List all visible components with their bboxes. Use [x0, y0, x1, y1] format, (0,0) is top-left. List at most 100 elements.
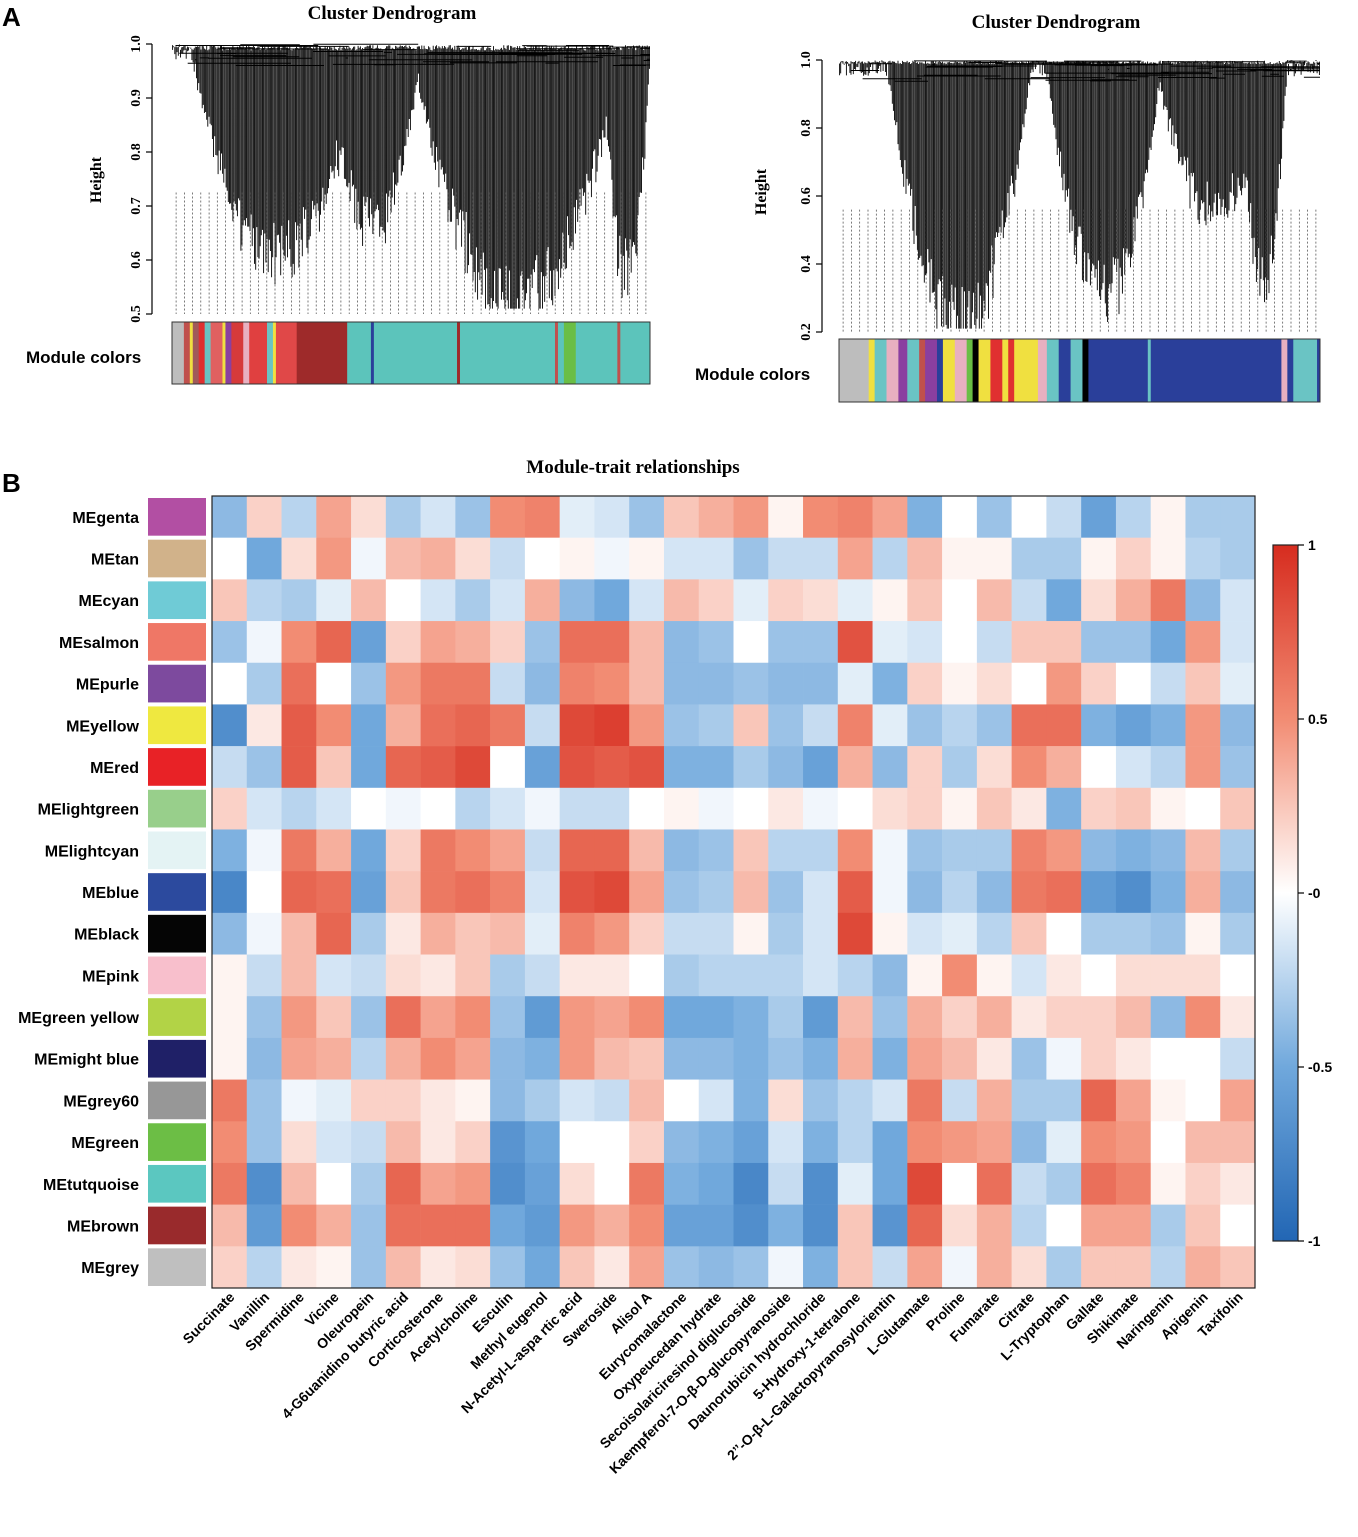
heatmap-cell [316, 621, 352, 664]
heatmap-cell [733, 996, 769, 1039]
heatmap-cell [385, 746, 421, 789]
heatmap-cell [351, 662, 387, 705]
heatmap-cell [907, 662, 943, 705]
dendroR-color-segment [907, 339, 920, 402]
dendroR-color-segment [1088, 339, 1149, 402]
heatmap-cell [246, 704, 282, 747]
heatmap-cell [385, 662, 421, 705]
heatmap-cell [733, 704, 769, 747]
heatmap-cell [594, 912, 630, 955]
heatmap-cell [455, 1037, 491, 1080]
heatmap-cell [663, 496, 700, 538]
heatmap-cell [1185, 829, 1221, 872]
heatmap-cell [316, 829, 352, 872]
heatmap-cell [420, 537, 456, 580]
heatmap-cell [1011, 1246, 1047, 1289]
heatmap-cell [663, 996, 700, 1039]
heatmap-cell [837, 704, 873, 747]
heatmap-cells [212, 496, 1256, 1289]
heatmap-cell [1011, 1162, 1047, 1205]
row-label: MEsalmon [59, 635, 139, 652]
heatmap-cell [316, 996, 352, 1039]
heatmap-cell [246, 1204, 282, 1247]
heatmap-cell [351, 621, 387, 664]
heatmap-cell [872, 912, 908, 955]
heatmap-cell [385, 537, 421, 580]
heatmap-cell [490, 662, 526, 705]
heatmap-cell [803, 537, 839, 580]
heatmap-cell [698, 621, 734, 664]
heatmap-cell [1046, 787, 1082, 830]
heatmap-cell [1081, 496, 1117, 538]
heatmap-cell [594, 1246, 630, 1289]
heatmap-cell [385, 1162, 421, 1205]
heatmap-cell [316, 954, 352, 997]
heatmap-cell [872, 662, 908, 705]
dendroR-color-segment [1150, 339, 1282, 402]
heatmap-cell [837, 1162, 873, 1205]
heatmap-cell [698, 496, 734, 538]
heatmap-cell [629, 704, 665, 747]
heatmap-cell [1185, 704, 1221, 747]
heatmap-cell [455, 662, 491, 705]
heatmap-cell [1150, 1121, 1186, 1164]
row-color-swatch [148, 748, 206, 786]
heatmap-cell [1081, 746, 1117, 789]
heatmap-cell [1046, 579, 1082, 622]
heatmap-cell [559, 1246, 595, 1289]
heatmap-cell [490, 871, 526, 914]
heatmap-cell [663, 1162, 700, 1205]
row-label: MEtan [91, 552, 139, 569]
heatmap-cell [490, 912, 526, 955]
heatmap-cell [1115, 954, 1151, 997]
heatmap-cell [316, 1079, 352, 1122]
heatmap-cell [455, 1246, 491, 1289]
heatmap-cell [559, 1079, 595, 1122]
heatmap-cell [663, 579, 700, 622]
heatmap-cell [803, 1079, 839, 1122]
heatmap-cell [698, 746, 734, 789]
dendroL-color-segment [554, 322, 559, 384]
heatmap-cell [455, 1204, 491, 1247]
heatmap-cell [281, 537, 317, 580]
heatmap-cell [524, 537, 560, 580]
row-label: MEyellow [66, 718, 139, 735]
heatmap-cell [1046, 912, 1082, 955]
heatmap-cell [1220, 579, 1256, 622]
dendroL-color-segment [249, 322, 268, 384]
heatmap-cell [976, 1037, 1012, 1080]
heatmap-cell [698, 704, 734, 747]
heatmap-cell [837, 746, 873, 789]
heatmap-cell [1046, 829, 1082, 872]
heatmap-cell [907, 1121, 943, 1164]
heatmap-cell [1081, 1037, 1117, 1080]
heatmap-cell [1220, 912, 1256, 955]
heatmap-cell [733, 662, 769, 705]
heatmap-cell [351, 1204, 387, 1247]
heatmap-cell [559, 1121, 595, 1164]
heatmap-cell [594, 1162, 630, 1205]
heatmap-cell [1011, 912, 1047, 955]
heatmap-cell [768, 954, 804, 997]
heatmap-cell [1150, 496, 1186, 538]
heatmap-cell [316, 1204, 352, 1247]
dendroR-color-segment [1287, 339, 1294, 402]
heatmap-cell [698, 1037, 734, 1080]
heatmap-cell [212, 662, 248, 705]
heatmap-cell [1011, 1079, 1047, 1122]
heatmap-cell [490, 829, 526, 872]
heatmap-cell [1046, 871, 1082, 914]
heatmap-cell [768, 996, 804, 1039]
heatmap-cell [420, 579, 456, 622]
heatmap-cell [1220, 537, 1256, 580]
heatmap-cell [663, 829, 700, 872]
colorbar-tick-label: -0.5 [1308, 1059, 1332, 1075]
dendroR-leaf-guides [842, 209, 1317, 332]
heatmap-cell [455, 746, 491, 789]
heatmap-cell [629, 829, 665, 872]
heatmap-cell [455, 1162, 491, 1205]
heatmap-cell [976, 746, 1012, 789]
heatmap-cell [1220, 746, 1256, 789]
heatmap-cell [803, 787, 839, 830]
heatmap-cell [733, 1246, 769, 1289]
